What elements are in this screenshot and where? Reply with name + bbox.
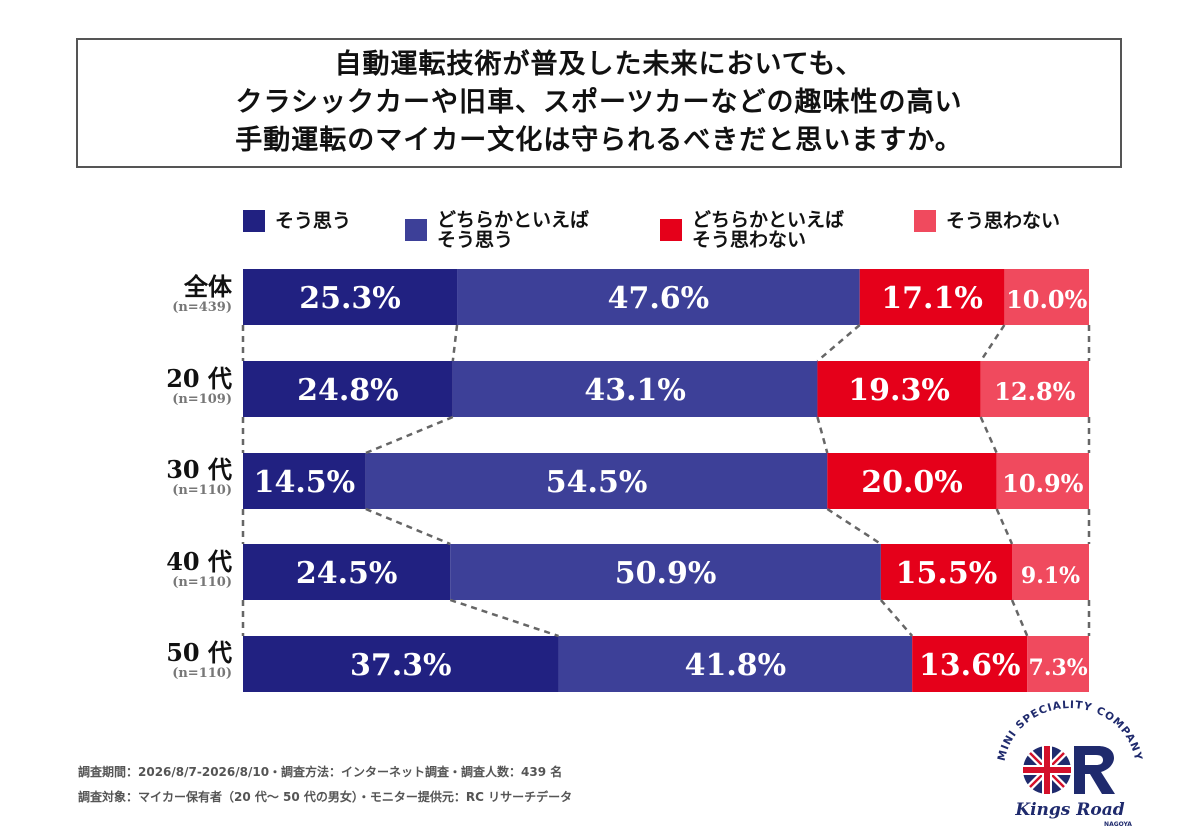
title-box: 自動運転技術が普及した未来においても、 クラシックカーや旧車、スポーツカーなどの… bbox=[76, 38, 1122, 168]
label-40s-strongly-agree: 24.5% bbox=[296, 556, 398, 591]
label-30s-disagree: 10.9% bbox=[1002, 469, 1083, 498]
bar-all-somewhat-agree bbox=[457, 269, 860, 325]
row-n-all: (n=439) bbox=[172, 300, 232, 315]
row-n-40s: (n=110) bbox=[172, 575, 232, 590]
kings-road-logo: MINI SPECIALITY COMPANY Kings Road NAGOY… bbox=[996, 700, 1145, 828]
legend-swatch-strongly-agree bbox=[243, 210, 265, 232]
label-all-somewhat-disagree: 17.1% bbox=[881, 281, 983, 316]
bar-40s-strongly-agree bbox=[243, 544, 451, 600]
legend-item-strongly-agree: そう思う bbox=[243, 210, 351, 232]
row-n-20s: (n=109) bbox=[172, 392, 232, 407]
bar-40s-somewhat-disagree bbox=[880, 544, 1013, 600]
connector-30s-3 bbox=[995, 508, 1014, 545]
label-50s-disagree: 7.3% bbox=[1029, 655, 1088, 681]
label-20s-strongly-agree: 24.8% bbox=[297, 373, 399, 408]
bar-30s-strongly-agree bbox=[243, 453, 366, 509]
connector-40s-1 bbox=[449, 598, 559, 638]
label-40s-somewhat-agree: 50.9% bbox=[615, 556, 717, 591]
row-n-30s: (n=110) bbox=[172, 483, 232, 498]
row-name-20s: 20 代 bbox=[166, 364, 232, 393]
bar-20s-somewhat-agree bbox=[452, 361, 818, 417]
bar-50s-somewhat-agree bbox=[558, 636, 913, 692]
bar-40s-somewhat-agree bbox=[450, 544, 881, 600]
row-name-all: 全体 bbox=[184, 272, 232, 301]
legend-label-strongly-agree: そう思う bbox=[275, 210, 352, 232]
logo-arc-text: MINI SPECIALITY COMPANY bbox=[996, 700, 1145, 762]
label-all-strongly-agree: 25.3% bbox=[299, 281, 401, 316]
legend-swatch-somewhat-disagree bbox=[660, 219, 682, 241]
legend-label-somewhat-disagree: どちらかといえば そう思わない bbox=[692, 209, 845, 251]
legend-swatch-somewhat-agree bbox=[405, 219, 427, 241]
connector-30s-1 bbox=[365, 507, 451, 546]
title-line-2: クラシックカーや旧車、スポーツカーなどの趣味性の高い bbox=[235, 87, 963, 118]
r-letter-icon bbox=[1074, 746, 1115, 794]
connector-all-3 bbox=[979, 324, 1006, 362]
connector-all-1 bbox=[451, 324, 459, 362]
legend-label-somewhat-agree: どちらかといえば そう思う bbox=[437, 209, 590, 251]
label-30s-somewhat-agree: 54.5% bbox=[546, 465, 648, 500]
bar-all-disagree bbox=[1004, 269, 1089, 325]
bar-all-strongly-agree bbox=[243, 269, 458, 325]
legend-swatch-disagree bbox=[914, 210, 936, 232]
row-label-40s: 40 代 (n=110) bbox=[150, 549, 232, 591]
bar-30s-disagree bbox=[996, 453, 1089, 509]
label-40s-somewhat-disagree: 15.5% bbox=[896, 556, 998, 591]
connector-40s-2 bbox=[879, 599, 914, 637]
union-jack-icon bbox=[1023, 746, 1071, 794]
bar-20s-somewhat-disagree bbox=[817, 361, 981, 417]
label-50s-somewhat-agree: 41.8% bbox=[685, 648, 787, 683]
connector-40s-3 bbox=[1010, 599, 1029, 637]
row-name-50s: 50 代 bbox=[166, 638, 232, 667]
bar-50s-somewhat-disagree bbox=[912, 636, 1028, 692]
row-name-30s: 30 代 bbox=[166, 455, 232, 484]
connector-30s-2 bbox=[826, 507, 882, 546]
connector-20s-2 bbox=[816, 416, 829, 454]
bar-20s-disagree bbox=[980, 361, 1089, 417]
row-label-20s: 20 代 (n=109) bbox=[150, 366, 232, 408]
logo-sub: NAGOYA bbox=[1104, 821, 1132, 828]
row-label-30s: 30 代 (n=110) bbox=[150, 457, 232, 499]
label-30s-somewhat-disagree: 20.0% bbox=[861, 465, 963, 500]
row-label-all: 全体 (n=439) bbox=[150, 274, 232, 316]
bar-40s-disagree bbox=[1012, 544, 1089, 600]
label-20s-somewhat-disagree: 19.3% bbox=[848, 373, 950, 408]
bar-50s-strongly-agree bbox=[243, 636, 559, 692]
footer-survey-target: 調査対象：マイカー保有者（20 代～ 50 代の男女）・モニター提供元：RC リ… bbox=[78, 790, 573, 804]
label-all-somewhat-agree: 47.6% bbox=[608, 281, 710, 316]
bar-all-somewhat-disagree bbox=[859, 269, 1005, 325]
label-50s-somewhat-disagree: 13.6% bbox=[919, 648, 1021, 683]
label-50s-strongly-agree: 37.3% bbox=[350, 648, 452, 683]
bar-30s-somewhat-disagree bbox=[827, 453, 997, 509]
label-40s-disagree: 9.1% bbox=[1021, 563, 1080, 589]
label-20s-disagree: 12.8% bbox=[994, 377, 1075, 406]
title-line-1: 自動運転技術が普及した未来においても、 bbox=[334, 49, 864, 80]
legend-item-somewhat-agree: どちらかといえば そう思う bbox=[405, 210, 589, 250]
footer-survey-period: 調査期間：2026/8/7-2026/8/10・調査方法：インターネット調査・調… bbox=[78, 765, 563, 779]
logo-name: Kings Road bbox=[1014, 800, 1124, 820]
legend-label-disagree: そう思わない bbox=[946, 210, 1061, 232]
label-30s-strongly-agree: 14.5% bbox=[254, 465, 356, 500]
legend-item-somewhat-disagree: どちらかといえば そう思わない bbox=[660, 210, 844, 250]
title-line-3: 手動運転のマイカー文化は守られるべきだと思いますか。 bbox=[235, 125, 963, 156]
connector-all-2 bbox=[816, 324, 861, 362]
bar-20s-strongly-agree bbox=[243, 361, 453, 417]
row-n-50s: (n=110) bbox=[172, 666, 232, 681]
label-all-disagree: 10.0% bbox=[1006, 285, 1087, 314]
legend-item-disagree: そう思わない bbox=[914, 210, 1060, 232]
connector-20s-1 bbox=[365, 415, 454, 455]
label-20s-somewhat-agree: 43.1% bbox=[584, 373, 686, 408]
connector-20s-3 bbox=[979, 416, 998, 454]
bar-30s-somewhat-agree bbox=[365, 453, 828, 509]
row-name-40s: 40 代 bbox=[166, 547, 232, 576]
bar-50s-disagree bbox=[1027, 636, 1089, 692]
row-label-50s: 50 代 (n=110) bbox=[150, 640, 232, 682]
